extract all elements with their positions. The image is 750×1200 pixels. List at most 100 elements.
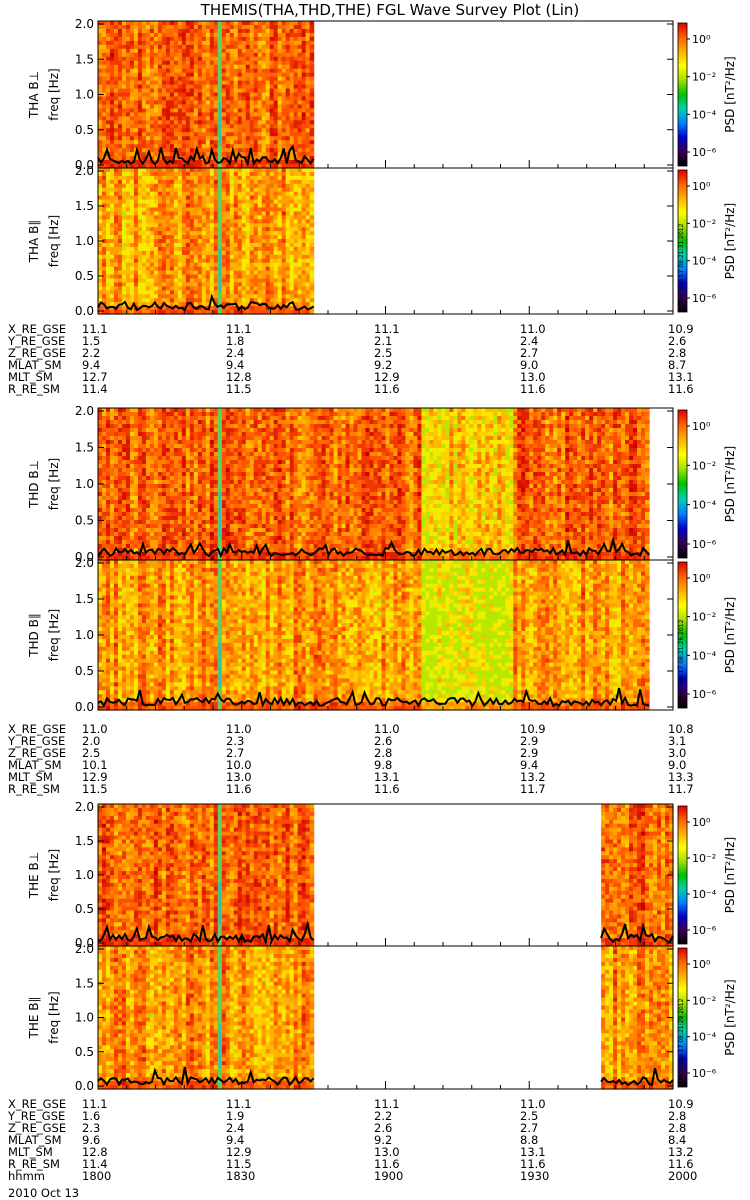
plot-title: THEMIS(THA,THD,THE) FGL Wave Survey Plot… (100, 1, 680, 19)
ephemeris-value: 11.0 (520, 323, 546, 335)
y-tick-label: 0.5 (75, 1045, 94, 1059)
y-tick-label: 1.5 (75, 834, 94, 848)
ephemeris-value: 9.4 (82, 359, 100, 371)
colorbar (677, 409, 690, 559)
ephemeris-value: 11.0 (374, 723, 400, 735)
y-tick-label: 1.0 (75, 1011, 94, 1025)
ephemeris-row: Z_RE_GSE 2.2 2.4 2.5 2.7 2.8 (8, 347, 708, 359)
spectrogram-tha-bperp (97, 20, 674, 169)
ephemeris-value: 13.0 (226, 771, 252, 783)
date-label: 2010 Oct 13 (8, 1186, 79, 1200)
ephemeris-value: 9.4 (226, 1134, 244, 1146)
ephemeris-row: X_RE_GSE 11.0 11.0 11.0 10.9 10.8 (8, 723, 708, 735)
y-tick-label: 2.0 (75, 556, 94, 570)
ephemeris-value: 10.8 (668, 723, 694, 735)
ephemeris-value: 11.5 (226, 1158, 252, 1170)
ephemeris-value: 1.9 (226, 1110, 244, 1122)
ephemeris-label: R_RE_SM (8, 383, 60, 395)
colorbar-tick: 10⁻² (692, 71, 716, 84)
colorbar-tick: 10⁻⁶ (692, 1067, 717, 1080)
ephemeris-label: X_RE_GSE (8, 1098, 66, 1110)
ephemeris-value: 11.1 (226, 323, 252, 335)
ephemeris-row: hhmm 1800 1830 1900 1930 2000 (8, 1170, 708, 1182)
ephemeris-value: 11.7 (668, 783, 694, 795)
colorbar-tick: 10⁻⁴ (692, 649, 717, 662)
y-tick-label: 0.5 (75, 902, 94, 916)
ephemeris-value: 11.6 (520, 1158, 546, 1170)
ephemeris-row: Y_RE_GSE 1.6 1.9 2.2 2.5 2.8 (8, 1110, 708, 1122)
colorbar-tick: 10⁻⁶ (692, 924, 717, 937)
ephemeris-row: MLT_SM 12.9 13.0 13.1 13.2 13.3 (8, 771, 708, 783)
colorbar-tick: 10⁻⁴ (692, 255, 717, 268)
colorbar-tick: 10⁻² (692, 459, 716, 472)
ephemeris-value: 11.1 (82, 1098, 108, 1110)
ephemeris-row: R_RE_SM 11.4 11.5 11.6 11.6 11.6 (8, 383, 708, 395)
ephemeris-value: 9.0 (668, 759, 686, 771)
colorbar (677, 22, 690, 167)
ephemeris-row: X_RE_GSE 11.1 11.1 11.1 11.0 10.9 (8, 323, 708, 335)
colorbar-label: PSD [nT²/Hz] (723, 979, 737, 1055)
ephemeris-value: 2.7 (520, 1122, 538, 1134)
colorbar-label: PSD [nT²/Hz] (723, 597, 737, 673)
colorbar-tick: 10⁰ (692, 33, 711, 46)
ephemeris-label: Z_RE_GSE (8, 1122, 66, 1134)
ephemeris-value: 2.7 (226, 747, 244, 759)
ephemeris-value: 12.8 (226, 371, 252, 383)
ephemeris-value: 2.8 (668, 1110, 686, 1122)
ephemeris-value: 2.5 (374, 347, 392, 359)
ephemeris-label: MLT_SM (8, 1146, 53, 1158)
spectrogram-thd-bpar (97, 559, 674, 711)
ephemeris-value: 8.7 (668, 359, 686, 371)
ephemeris-value: 12.7 (82, 371, 108, 383)
panel-label: THD B⊥ (27, 460, 41, 509)
ephemeris-value: 13.2 (520, 771, 546, 783)
colorbar-tick: 10⁰ (692, 572, 711, 585)
ephemeris-label: hhmm (8, 1170, 45, 1182)
colorbar-tick: 10⁻² (692, 217, 716, 230)
panel-label: THE B∥ (27, 997, 41, 1040)
y-tick-label: 0.0 (75, 550, 94, 564)
ephemeris-value: 2.8 (374, 747, 392, 759)
ephemeris-value: 11.0 (82, 723, 108, 735)
y-tick-label: 1.0 (75, 88, 94, 102)
ephemeris-label: R_RE_SM (8, 1158, 60, 1170)
ephemeris-value: 10.0 (226, 759, 252, 771)
panel-label: THA B⊥ (27, 71, 41, 119)
y-tick-label: 2.0 (75, 404, 94, 418)
spectrogram-the-bperp (97, 803, 674, 947)
ephemeris-value: 13.1 (520, 1146, 546, 1158)
ephemeris-value: 9.4 (520, 759, 538, 771)
ephemeris-value: 2.5 (82, 747, 100, 759)
y-tick-label: 1.0 (75, 477, 94, 491)
ephemeris-label: Y_RE_GSE (8, 735, 65, 747)
ephemeris-value: 2.6 (668, 335, 686, 347)
ephemeris-row: Z_RE_GSE 2.5 2.7 2.8 2.9 3.0 (8, 747, 708, 759)
y-tick-label: 0.0 (75, 1079, 94, 1093)
y-axis-label: freq [Hz] (47, 609, 61, 661)
colorbar-tick: 10⁻⁶ (692, 292, 717, 305)
ephemeris-value: 2.2 (82, 347, 100, 359)
y-tick-label: 0.0 (75, 158, 94, 172)
y-tick-label: 2.0 (75, 164, 94, 178)
ephemeris-value: 8.8 (520, 1134, 538, 1146)
ephemeris-value: 1.5 (82, 335, 100, 347)
colorbar-label: PSD [nT²/Hz] (723, 203, 737, 279)
spectrogram-thd-bperp (97, 407, 674, 561)
ephemeris-label: Z_RE_GSE (8, 347, 66, 359)
ephemeris-value: 13.0 (374, 1146, 400, 1158)
ephemeris-value: 11.0 (226, 723, 252, 735)
ephemeris-value: 8.4 (668, 1134, 686, 1146)
ephemeris-row: X_RE_GSE 11.1 11.1 11.1 11.0 10.9 (8, 1098, 708, 1110)
y-axis-label: freq [Hz] (47, 991, 61, 1043)
ephemeris-value: 2.0 (82, 735, 100, 747)
ephemeris-value: 9.0 (520, 359, 538, 371)
ephemeris-value: 11.1 (82, 323, 108, 335)
y-tick-label: 1.0 (75, 868, 94, 882)
ephemeris-row: Y_RE_GSE 1.5 1.8 2.1 2.4 2.6 (8, 335, 708, 347)
ephemeris-value: 2.4 (226, 1122, 244, 1134)
ephemeris-row: MLT_SM 12.7 12.8 12.9 13.0 13.1 (8, 371, 708, 383)
ephemeris-label: MLAT_SM (8, 1134, 62, 1146)
y-tick-label: 1.5 (75, 199, 94, 213)
ephemeris-value: 11.6 (668, 383, 694, 395)
ephemeris-value: 2.2 (374, 1110, 392, 1122)
